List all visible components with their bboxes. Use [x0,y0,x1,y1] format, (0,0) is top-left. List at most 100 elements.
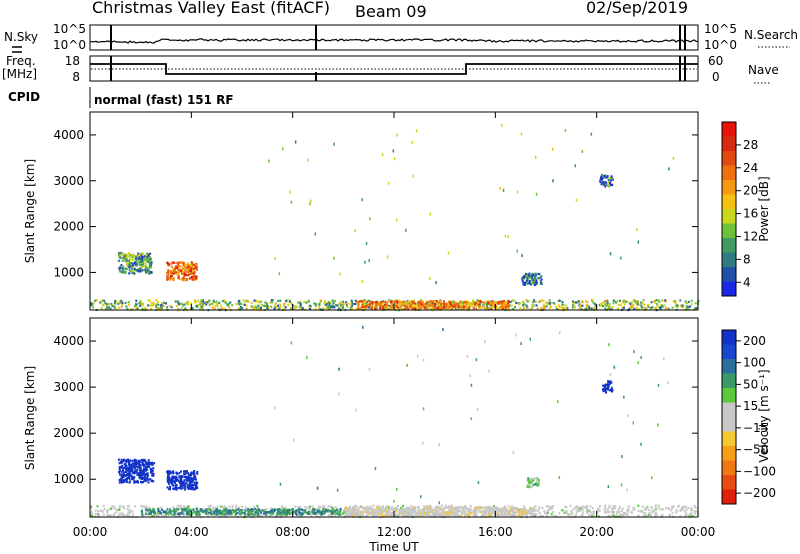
data-cell [120,479,123,482]
data-cell [318,303,321,306]
data-cell [509,509,512,512]
data-cell [579,305,582,308]
data-cell [251,305,254,308]
colorbar-cell [722,194,736,210]
data-cell [605,391,608,394]
data-cell [577,300,580,303]
data-cell [92,301,95,304]
data-cell [307,158,309,162]
data-cell [351,508,353,511]
data-cell [181,272,183,275]
data-cell [492,305,495,309]
data-cell [144,467,147,471]
data-cell [338,510,341,514]
data-cell [612,302,615,305]
data-cell [179,484,182,488]
data-cell [447,303,450,306]
data-cell [128,474,131,478]
data-cell [362,303,364,306]
data-cell [598,509,601,512]
data-cell [219,512,222,515]
data-cell [323,508,326,511]
data-cell [395,506,398,510]
data-cell [449,512,451,515]
nsky-tick-high: 10^5 [53,22,86,36]
data-cell [138,267,141,270]
data-cell [144,268,147,272]
data-cell [681,507,684,510]
data-cell [418,299,421,302]
data-cell [131,256,134,259]
data-cell [200,299,203,302]
data-cell [179,265,182,268]
data-cell [504,511,506,514]
data-cell [114,302,117,305]
station-title: Christmas Valley East (fitACF) [92,0,331,17]
data-cell [461,508,464,511]
data-cell [228,306,231,309]
data-cell [642,299,645,302]
data-cell [478,300,481,303]
data-cell [142,264,145,268]
data-cell [122,506,125,509]
data-cell [260,514,262,517]
data-cell [598,504,601,508]
data-cell [124,271,127,274]
data-cell [421,303,424,306]
data-cell [510,304,513,307]
data-cell [133,476,136,479]
data-cell [152,511,155,514]
data-cell [641,306,644,309]
data-cell [182,270,184,274]
data-cell [138,462,141,465]
data-cell [685,512,688,515]
data-cell [287,509,289,512]
data-cell [543,306,546,309]
data-cell [552,505,555,508]
data-cell [148,264,151,267]
data-cell [410,512,413,515]
data-cell [125,305,128,308]
data-cell [433,303,436,306]
data-cell [636,303,639,306]
data-cell [436,512,439,515]
data-cell [495,307,498,310]
data-cell [361,280,364,284]
data-cell [136,461,139,464]
data-cell [273,508,275,511]
data-cell [518,511,521,514]
data-cell [334,514,337,517]
data-cell [91,303,94,306]
data-cell [439,306,441,309]
data-cell [431,302,434,305]
data-cell [122,479,125,482]
data-cell [436,306,439,309]
data-cell [135,307,138,310]
freq-label-2: [MHz] [2,67,37,81]
data-cell [498,507,501,511]
data-cell [557,308,560,311]
data-cell [531,479,534,482]
data-cell [460,514,463,518]
data-cell [140,481,143,484]
data-cell [604,389,607,392]
data-cell [258,305,261,309]
data-cell [561,300,564,303]
data-cell [147,509,149,512]
data-cell [314,232,316,236]
data-cell [150,271,153,274]
data-cell [473,513,476,516]
data-cell [283,302,286,305]
data-cell [186,479,189,482]
data-cell [665,507,668,510]
data-cell [313,302,316,305]
data-cell [695,307,698,310]
data-cell [299,305,302,308]
data-cell [232,510,235,514]
data-cell [523,306,526,309]
data-cell [496,512,499,515]
data-cell [519,513,522,516]
data-cell [268,514,271,517]
data-cell [604,181,607,184]
